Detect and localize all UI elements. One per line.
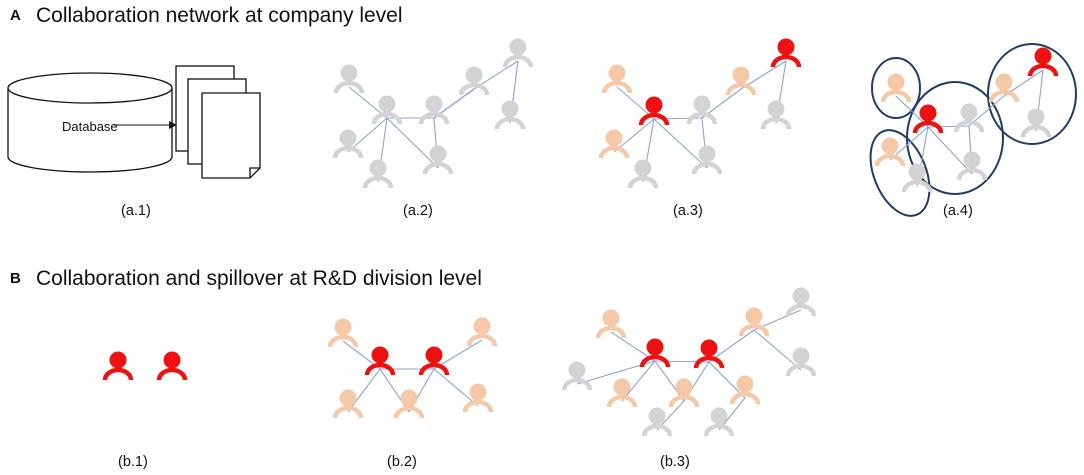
section-a-letter: A [10, 7, 21, 24]
person-icon [393, 389, 425, 419]
person-icon [627, 159, 659, 189]
person-icon [738, 307, 770, 337]
documents-stack-icon [175, 65, 261, 179]
person-icon [156, 351, 188, 381]
person-icon [601, 64, 633, 94]
person-icon [327, 318, 359, 348]
person-icon [638, 96, 670, 126]
caption-b2: (b.2) [387, 454, 417, 470]
person-icon [561, 361, 593, 391]
database-cylinder: Database [7, 72, 173, 173]
person-icon [874, 137, 906, 167]
person-icon [693, 339, 725, 369]
cluster-ellipse [869, 129, 931, 217]
network-edge [621, 360, 656, 402]
person-icon [418, 346, 450, 376]
person-icon [333, 64, 365, 94]
person-icon [901, 163, 933, 193]
caption-a1: (a.1) [121, 203, 151, 219]
cluster-groups [869, 43, 1077, 217]
cluster-ellipse [987, 43, 1077, 145]
person-icon [1027, 47, 1059, 77]
caption-b3: (b.3) [660, 454, 690, 470]
caption-a2: (a.2) [403, 203, 433, 219]
network-edge [386, 117, 439, 169]
person-icon [988, 73, 1020, 103]
person-icon [760, 100, 792, 130]
network-edge [708, 329, 755, 363]
person-icon [641, 407, 673, 437]
network-edge [347, 368, 381, 413]
network-edge [613, 118, 655, 153]
person-icon [458, 66, 490, 96]
person-icon [418, 95, 450, 125]
person-icon [770, 38, 802, 68]
caption-a3: (a.3) [673, 203, 703, 219]
person-icon [102, 351, 134, 381]
database-label: Database [62, 119, 118, 134]
section-b-letter: B [10, 270, 21, 287]
network-edge [610, 331, 656, 362]
person-icon [466, 317, 498, 347]
network-edge [927, 126, 973, 175]
person-icon [422, 145, 454, 175]
person-icon [785, 287, 817, 317]
network-edge [433, 339, 483, 370]
person-icon [364, 346, 396, 376]
person-icon [686, 95, 718, 125]
person-icon [639, 338, 671, 368]
person-icon [462, 383, 494, 413]
network-edge [653, 118, 708, 169]
person-icon [880, 73, 912, 103]
person-icon [668, 378, 700, 408]
person-icon [606, 378, 638, 408]
person-icon [956, 151, 988, 181]
network-edge [433, 368, 479, 407]
person-icon [332, 389, 364, 419]
person-icon [502, 38, 534, 68]
caption-b1: (b.1) [118, 454, 148, 470]
person-icon [912, 104, 944, 134]
section-a-title: Collaboration network at company level [36, 4, 403, 27]
person-icon [953, 103, 985, 133]
network-nodes [102, 38, 1059, 437]
network-edge [889, 126, 929, 161]
person-icon [494, 100, 526, 130]
person-icon [729, 375, 761, 405]
network-edge [616, 86, 655, 120]
person-icon [703, 407, 735, 437]
network-edge [654, 360, 685, 402]
cluster-ellipse [871, 57, 921, 119]
section-b-title: Collaboration and spillover at R&D divis… [36, 267, 482, 290]
person-icon [362, 159, 394, 189]
network-edge [379, 368, 410, 413]
network-edge [683, 361, 710, 402]
network-edge [753, 329, 802, 371]
person-icon [725, 66, 757, 96]
person-icon [1020, 108, 1052, 138]
person-icon [595, 309, 627, 339]
network-edge [347, 117, 388, 153]
person-icon [332, 129, 364, 159]
person-icon [598, 129, 630, 159]
person-icon [371, 95, 403, 125]
caption-a4: (a.4) [943, 203, 973, 219]
network-edge [708, 361, 746, 399]
person-icon [785, 347, 817, 377]
person-icon [691, 145, 723, 175]
